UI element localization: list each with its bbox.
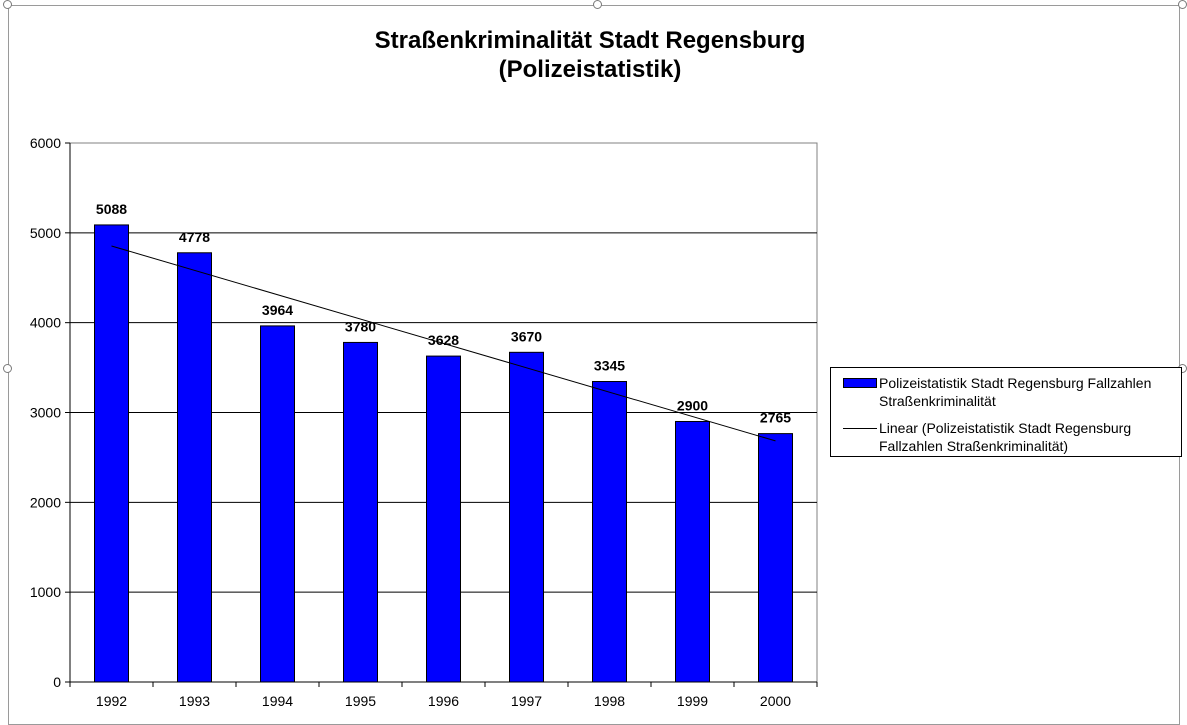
x-tick-label: 1999 xyxy=(677,693,708,709)
y-tick-label: 4000 xyxy=(30,315,61,331)
bar[interactable] xyxy=(177,252,212,683)
y-tick-label: 2000 xyxy=(30,494,61,510)
bar[interactable] xyxy=(592,381,627,683)
y-tick-label: 1000 xyxy=(30,584,61,600)
data-label: 4778 xyxy=(179,229,210,245)
x-tick-label: 1997 xyxy=(511,693,542,709)
data-label: 3670 xyxy=(511,328,542,344)
data-label: 5088 xyxy=(96,201,127,217)
data-label: 2765 xyxy=(760,410,791,426)
x-tick-label: 1993 xyxy=(179,693,210,709)
x-tick-label: 1995 xyxy=(345,693,376,709)
chart-title: Straßenkriminalität Stadt Regensburg (Po… xyxy=(300,26,880,84)
bar[interactable] xyxy=(94,224,129,683)
x-tick-label: 1994 xyxy=(262,693,293,709)
legend-bar-label: Polizeistatistik Stadt Regensburg Fallza… xyxy=(879,375,1152,409)
data-label: 3780 xyxy=(345,318,376,334)
x-tick-label: 1996 xyxy=(428,693,459,709)
x-tick-label: 2000 xyxy=(760,693,791,709)
y-tick-label: 5000 xyxy=(30,225,61,241)
data-label: 3628 xyxy=(428,332,459,348)
legend-line-swatch xyxy=(843,428,877,429)
bar[interactable] xyxy=(758,433,793,683)
x-tick-label: 1998 xyxy=(594,693,625,709)
bar[interactable] xyxy=(426,355,461,683)
y-tick-label: 6000 xyxy=(30,135,61,151)
chart-title-line-1: Straßenkriminalität Stadt Regensburg xyxy=(374,27,806,54)
data-label: 3345 xyxy=(594,358,625,374)
legend[interactable]: Polizeistatistik Stadt Regensburg Fallza… xyxy=(830,367,1182,457)
bar[interactable] xyxy=(343,341,378,683)
y-tick-label: 0 xyxy=(53,674,61,690)
bar[interactable] xyxy=(675,420,710,683)
resize-handle-middle-left[interactable] xyxy=(3,364,12,373)
legend-bar-swatch xyxy=(843,378,877,388)
y-tick-label: 3000 xyxy=(30,405,61,421)
chart-title-line-2: (Polizeistatistik) xyxy=(498,56,682,83)
legend-trendline-label: Linear (Polizeistatistik Stadt Regensbur… xyxy=(879,420,1132,454)
resize-handle-top-center[interactable] xyxy=(593,0,602,9)
x-tick-label: 1992 xyxy=(96,693,127,709)
data-label: 2900 xyxy=(677,397,708,413)
trendline xyxy=(111,245,776,442)
resize-handle-top-left[interactable] xyxy=(3,0,12,9)
bar[interactable] xyxy=(509,351,544,683)
data-label: 3964 xyxy=(262,302,293,318)
bar[interactable] xyxy=(260,325,295,683)
